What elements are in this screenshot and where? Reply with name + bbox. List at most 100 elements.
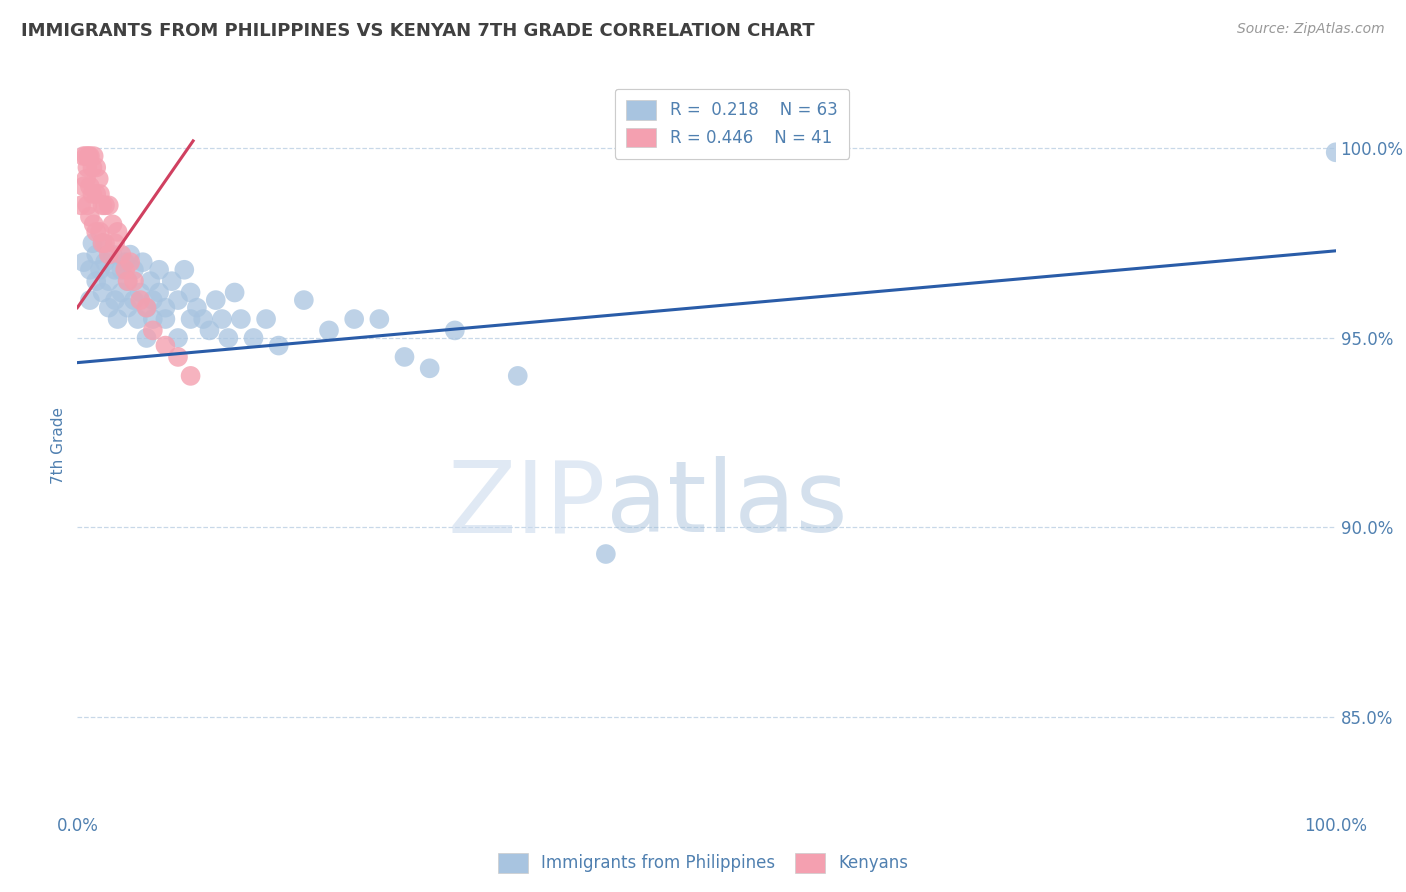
Point <box>292 293 315 307</box>
Point <box>595 547 617 561</box>
Point <box>114 255 136 269</box>
Point <box>76 198 98 212</box>
Point <box>204 293 226 307</box>
Point <box>94 236 117 251</box>
Point <box>217 331 239 345</box>
Point <box>94 255 117 269</box>
Point <box>91 198 114 212</box>
Point <box>343 312 366 326</box>
Point <box>129 293 152 307</box>
Point <box>122 262 145 277</box>
Point <box>180 312 202 326</box>
Point <box>120 255 142 269</box>
Point <box>142 312 165 326</box>
Point <box>82 186 104 201</box>
Point <box>127 312 149 326</box>
Point <box>135 301 157 315</box>
Point <box>135 301 157 315</box>
Point <box>91 236 114 251</box>
Point <box>107 312 129 326</box>
Point <box>506 368 529 383</box>
Point <box>167 293 190 307</box>
Point <box>110 285 132 300</box>
Legend: R =  0.218    N = 63, R = 0.446    N = 41: R = 0.218 N = 63, R = 0.446 N = 41 <box>614 88 849 159</box>
Point <box>254 312 277 326</box>
Point <box>117 301 139 315</box>
Point <box>132 255 155 269</box>
Point <box>110 247 132 261</box>
Point <box>135 331 157 345</box>
Point <box>110 262 132 277</box>
Point <box>94 198 117 212</box>
Point <box>79 179 101 194</box>
Point <box>84 186 107 201</box>
Point <box>122 293 145 307</box>
Point <box>155 301 177 315</box>
Point <box>167 331 190 345</box>
Point <box>79 210 101 224</box>
Point <box>89 186 111 201</box>
Point <box>97 274 120 288</box>
Point <box>117 274 139 288</box>
Point <box>129 285 152 300</box>
Point <box>198 323 221 337</box>
Point <box>173 262 195 277</box>
Point <box>180 285 202 300</box>
Legend: Immigrants from Philippines, Kenyans: Immigrants from Philippines, Kenyans <box>491 847 915 880</box>
Point <box>79 293 101 307</box>
Point <box>83 149 105 163</box>
Point <box>97 301 120 315</box>
Point <box>117 274 139 288</box>
Point <box>1324 145 1347 160</box>
Point <box>139 274 162 288</box>
Point <box>83 217 105 231</box>
Point <box>114 262 136 277</box>
Point <box>155 312 177 326</box>
Text: Source: ZipAtlas.com: Source: ZipAtlas.com <box>1237 22 1385 37</box>
Point <box>394 350 416 364</box>
Point <box>89 225 111 239</box>
Point <box>77 149 100 163</box>
Point <box>72 179 94 194</box>
Point <box>89 262 111 277</box>
Point <box>142 323 165 337</box>
Point <box>91 236 114 251</box>
Point <box>148 262 170 277</box>
Point <box>148 285 170 300</box>
Point <box>70 198 93 212</box>
Point <box>101 247 124 261</box>
Point <box>72 255 94 269</box>
Point <box>84 247 107 261</box>
Point <box>155 338 177 352</box>
Point <box>444 323 467 337</box>
Point <box>191 312 215 326</box>
Point <box>82 236 104 251</box>
Text: IMMIGRANTS FROM PHILIPPINES VS KENYAN 7TH GRADE CORRELATION CHART: IMMIGRANTS FROM PHILIPPINES VS KENYAN 7T… <box>21 22 814 40</box>
Point <box>419 361 441 376</box>
Point <box>76 161 98 175</box>
Point <box>180 368 202 383</box>
Point <box>97 247 120 261</box>
Point <box>79 262 101 277</box>
Point <box>224 285 246 300</box>
Point <box>104 293 127 307</box>
Point <box>87 171 110 186</box>
Point <box>97 198 120 212</box>
Point <box>229 312 252 326</box>
Point <box>160 274 183 288</box>
Y-axis label: 7th Grade: 7th Grade <box>51 408 66 484</box>
Point <box>104 236 127 251</box>
Point <box>84 161 107 175</box>
Point <box>84 274 107 288</box>
Point <box>82 161 104 175</box>
Point <box>122 274 145 288</box>
Point <box>107 225 129 239</box>
Text: atlas: atlas <box>606 456 848 553</box>
Point <box>104 262 127 277</box>
Point <box>186 301 208 315</box>
Text: ZIP: ZIP <box>447 456 606 553</box>
Point <box>72 149 94 163</box>
Point <box>142 293 165 307</box>
Point <box>101 217 124 231</box>
Point <box>242 331 264 345</box>
